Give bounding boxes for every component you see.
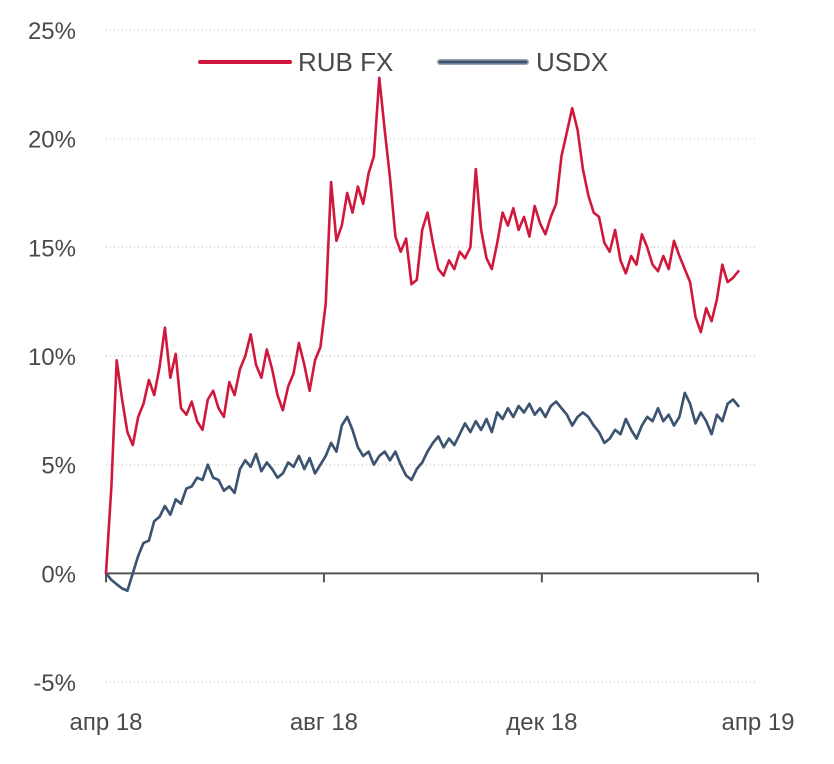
series-line-rub-fx [104, 76, 740, 575]
y-axis-tick-labels: 25% 20% 15% 10% 5% 0% -5% [28, 18, 76, 697]
y-tick-label: 20% [28, 127, 76, 154]
series-lines [104, 76, 740, 592]
y-tick-label: 5% [41, 453, 76, 480]
legend: RUB FX USDX [198, 47, 608, 77]
y-tick-label: 25% [28, 18, 76, 45]
y-tick-label: 0% [41, 561, 76, 588]
x-tick-label: авг 18 [290, 709, 358, 736]
y-tick-label: -5% [33, 670, 76, 697]
y-tick-label: 15% [28, 235, 76, 262]
legend-label-rub-fx: RUB FX [298, 47, 393, 77]
x-tick-label: апр 18 [69, 709, 142, 736]
x-tick-label: апр 19 [721, 709, 794, 736]
gridlines [106, 29, 758, 683]
y-tick-label: 10% [28, 344, 76, 371]
legend-label-usdx: USDX [536, 47, 608, 77]
x-axis: апр 18 авг 18 дек 18 апр 19 [69, 572, 795, 736]
series-line-usdx [104, 391, 740, 592]
x-tick-label: дек 18 [506, 709, 577, 736]
